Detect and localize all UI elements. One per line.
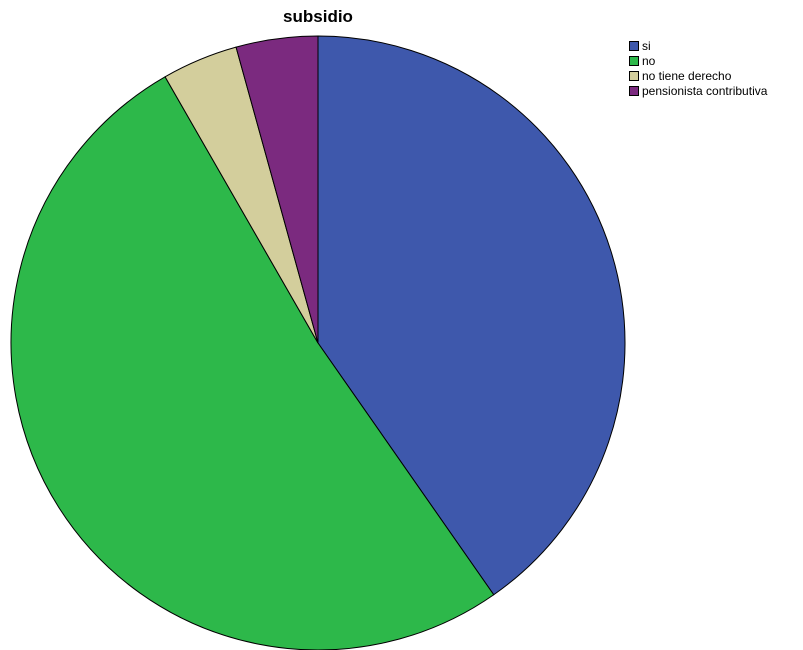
legend-item: no xyxy=(629,53,767,68)
legend-label: pensionista contributiva xyxy=(642,83,768,98)
pie-slice-si xyxy=(317,35,626,596)
chart-title: subsidio xyxy=(283,7,353,26)
legend-label: no tiene derecho xyxy=(642,68,732,83)
pie-slice-pensionista-contributiva xyxy=(235,35,319,344)
legend-label: no xyxy=(642,53,656,68)
chart-legend: si no no tiene derecho pensionista contribu… xyxy=(629,38,767,98)
pie-slice-no xyxy=(10,76,495,650)
legend-item: pensionista contributiva xyxy=(629,83,767,98)
legend-swatch xyxy=(629,55,639,66)
legend-label: si xyxy=(642,38,651,53)
legend-swatch xyxy=(629,85,639,96)
legend-swatch xyxy=(629,70,639,81)
legend-item: si xyxy=(629,38,767,53)
legend-swatch xyxy=(629,40,639,51)
legend-item: no tiene derecho xyxy=(629,68,767,83)
